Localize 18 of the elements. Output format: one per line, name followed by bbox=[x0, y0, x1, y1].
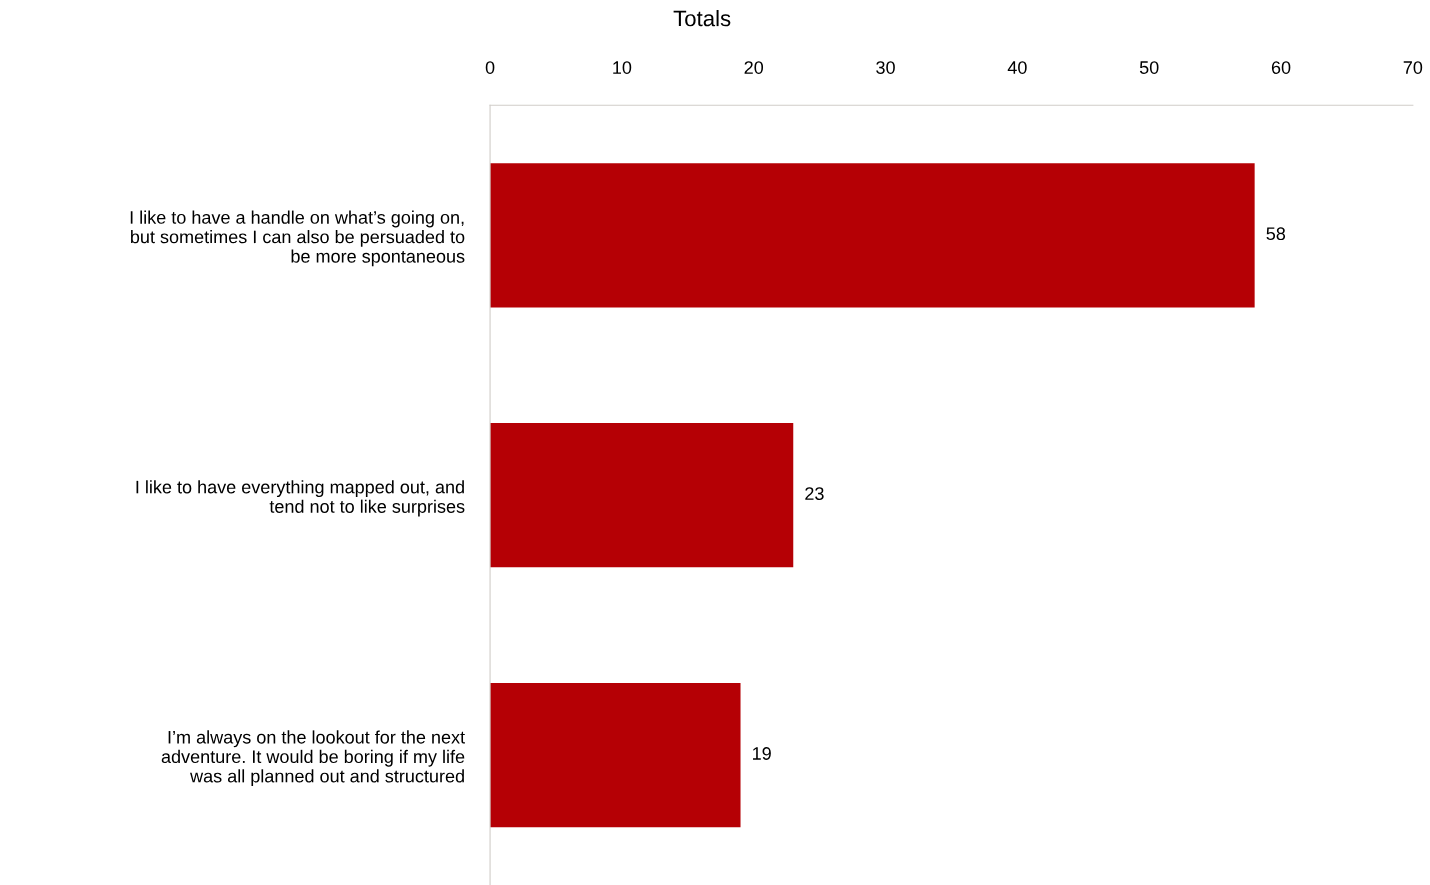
data-label: 23 bbox=[805, 487, 824, 500]
data-label: 58 bbox=[1266, 227, 1286, 241]
y-tick-label: I like to have a handle on what’s going on, but sometimes I can also be persuaded to be more spontaneous bbox=[130, 210, 465, 267]
x-tick-label: 0 bbox=[485, 61, 495, 74]
bar bbox=[490, 163, 1255, 308]
x-tick-label: 40 bbox=[1007, 61, 1027, 74]
x-tick-label: 20 bbox=[744, 61, 764, 74]
x-tick-label: 30 bbox=[876, 61, 895, 74]
data-label: 19 bbox=[753, 747, 771, 760]
x-tick-label: 70 bbox=[1403, 61, 1423, 74]
x-tick-label: 50 bbox=[1139, 61, 1159, 74]
y-tick-label: I like to have everything mapped out, and tend not to like surprises bbox=[136, 480, 465, 517]
x-tick-label: 10 bbox=[613, 61, 632, 74]
chart-title: Totals bbox=[673, 10, 731, 27]
bar bbox=[490, 423, 794, 568]
bar bbox=[490, 682, 741, 828]
y-tick-label: I’m always on the lookout for the next adventure. It would be boring if my life was all planned out and structured bbox=[161, 730, 465, 787]
x-tick-label: 60 bbox=[1271, 61, 1291, 74]
